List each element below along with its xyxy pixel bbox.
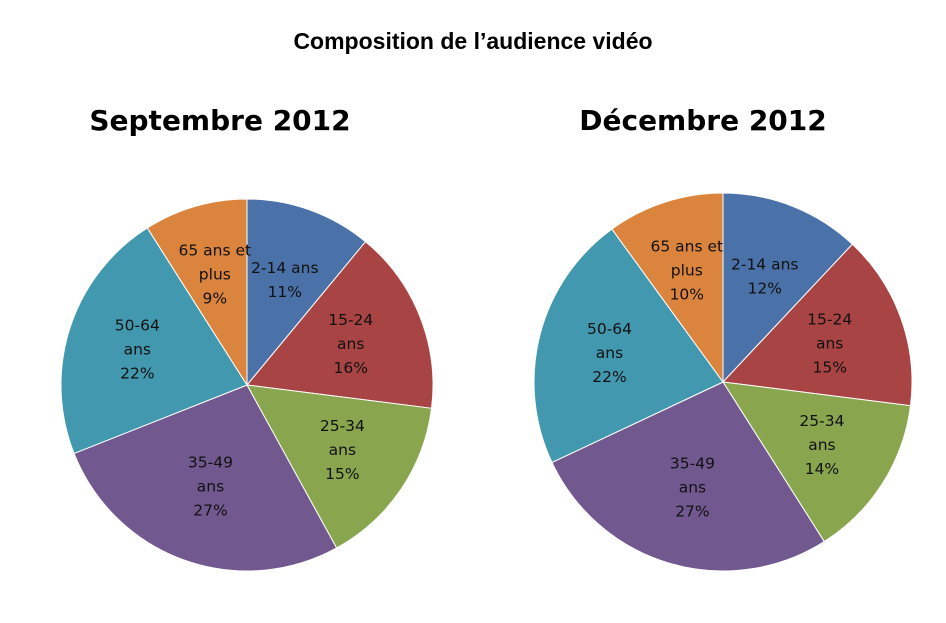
pie-slice-septembre-4 [60, 227, 248, 455]
slice-label-decembre-5: 65 ans et plus 10% [650, 238, 723, 304]
pie-slice-decembre-2 [722, 381, 912, 543]
pie-slice-septembre-2 [246, 384, 433, 549]
slice-label-septembre-2: 25-34 ans 15% [320, 417, 365, 483]
pie-slice-decembre-4 [533, 228, 724, 464]
slice-label-decembre-3: 35-49 ans 27% [670, 454, 715, 520]
main-title: Composition de l’audience vidéo [293, 28, 653, 54]
pie-slice-decembre-1 [721, 243, 913, 407]
slice-label-septembre-0: 2-14 ans 11% [251, 259, 319, 301]
slice-label-septembre-3: 35-49 ans 27% [188, 454, 233, 520]
slice-label-decembre-4: 50-64 ans 22% [587, 320, 632, 386]
slice-label-septembre-1: 15-24 ans 16% [328, 311, 373, 377]
pie-slice-decembre-5 [611, 192, 724, 384]
pie-slice-decembre-0 [722, 192, 854, 384]
slice-label-decembre-0: 2-14 ans 12% [731, 256, 799, 298]
slice-label-decembre-1: 15-24 ans 15% [807, 311, 852, 377]
slice-label-decembre-2: 25-34 ans 14% [799, 412, 844, 478]
pie-slice-septembre-5 [146, 198, 248, 387]
chart-title-decembre: Décembre 2012 [579, 104, 827, 137]
pie-slice-septembre-0 [246, 198, 367, 387]
pie-slice-decembre-3 [551, 381, 825, 572]
slice-label-septembre-4: 50-64 ans 22% [115, 316, 160, 382]
chart-title-septembre: Septembre 2012 [89, 104, 351, 137]
slice-label-septembre-5: 65 ans et plus 9% [179, 241, 252, 307]
pie-slice-septembre-1 [246, 240, 434, 409]
pie-slice-septembre-3 [73, 384, 338, 572]
